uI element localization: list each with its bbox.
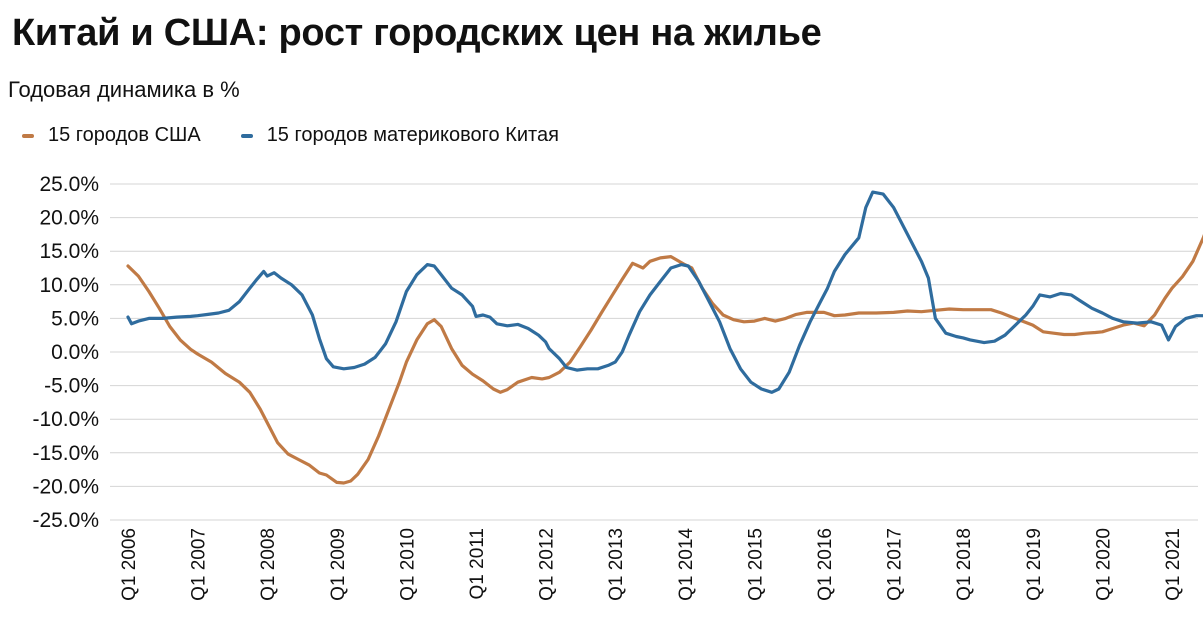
legend: 15 городов США 15 городов материкового К… <box>22 124 599 147</box>
x-tick-label: Q1 2015 <box>745 528 766 601</box>
legend-swatch-china <box>240 133 253 138</box>
x-tick-label: Q1 2013 <box>606 528 627 601</box>
series-lines <box>126 190 1203 485</box>
legend-item-usa: 15 городов США <box>22 124 201 147</box>
chart-title: Китай и США: рост городских цен на жилье <box>12 12 822 54</box>
x-axis-ticks: Q1 2006 Q1 2007 Q1 2008 Q1 2009 Q1 2010 Q1 20… <box>119 528 1184 601</box>
x-tick-label: Q1 2018 <box>954 528 975 601</box>
x-tick-label: Q1 2011 <box>467 528 488 599</box>
series-line-usa <box>126 234 1203 485</box>
series-line-china <box>126 190 1203 394</box>
y-tick-label: -5.0% <box>44 375 99 398</box>
x-tick-label: Q1 2020 <box>1093 528 1114 601</box>
x-tick-label: Q1 2021 <box>1163 528 1184 601</box>
y-tick-label: 5.0% <box>51 307 99 330</box>
x-tick-label: Q1 2007 <box>189 528 210 601</box>
y-tick-label: 15.0% <box>39 240 99 263</box>
chart-subtitle: Годовая динамика в % <box>8 77 240 102</box>
x-tick-label: Q1 2016 <box>815 528 836 601</box>
legend-label-china: 15 городов материкового Китая <box>266 124 559 146</box>
x-tick-label: Q1 2008 <box>258 528 279 601</box>
legend-swatch-usa <box>22 133 34 138</box>
y-tick-label: 20.0% <box>39 207 99 230</box>
legend-item-china: 15 городов материкового Китая <box>240 124 559 147</box>
legend-label-usa: 15 городов США <box>48 124 201 146</box>
y-tick-label: 0.0% <box>51 341 99 364</box>
y-axis-ticks: 25.0% 20.0% 15.0% 10.0% 5.0% 0.0% -5.0% -10.0% -… <box>32 173 99 532</box>
y-tick-label: -10.0% <box>32 408 99 431</box>
x-tick-label: Q1 2010 <box>397 528 418 601</box>
x-tick-label: Q1 2017 <box>885 528 906 601</box>
x-tick-label: Q1 2019 <box>1024 528 1045 601</box>
x-tick-label: Q1 2014 <box>676 528 697 601</box>
x-tick-label: Q1 2012 <box>537 528 558 601</box>
y-tick-label: 25.0% <box>39 173 99 196</box>
gridlines <box>110 183 1198 521</box>
y-tick-label: -20.0% <box>32 475 99 498</box>
y-tick-label: -25.0% <box>32 509 99 532</box>
y-tick-label: -15.0% <box>32 442 99 465</box>
x-tick-label: Q1 2006 <box>119 528 140 601</box>
x-tick-label: Q1 2009 <box>328 528 349 601</box>
y-tick-label: 10.0% <box>39 274 99 297</box>
